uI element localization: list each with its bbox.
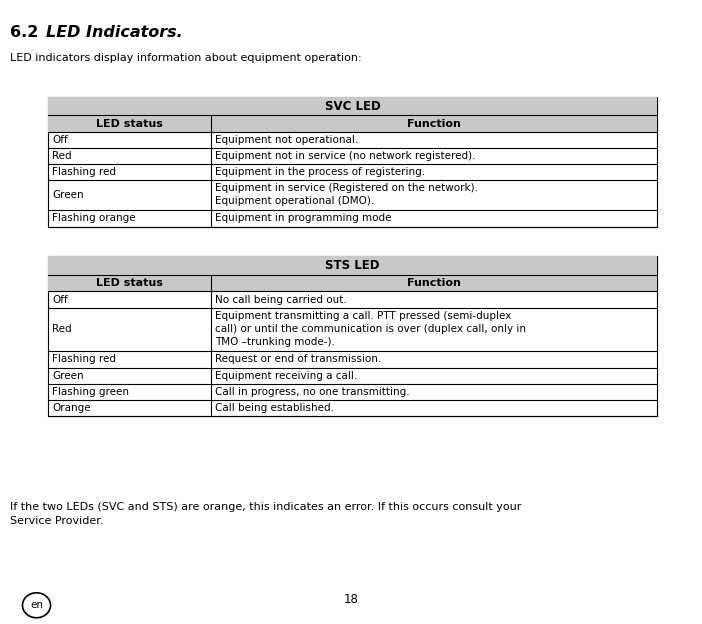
Text: Equipment transmitting a call. PTT pressed (semi-duplex
call) or until the commu: Equipment transmitting a call. PTT press… [216, 311, 526, 347]
Bar [48, 256, 657, 416]
Text: LED Indicators.: LED Indicators. [46, 25, 183, 40]
Text: Orange: Orange [52, 403, 91, 413]
Text: Equipment in the process of registering.: Equipment in the process of registering. [216, 167, 425, 177]
Text: Call in progress, no one transmitting.: Call in progress, no one transmitting. [216, 387, 410, 397]
Text: Red: Red [52, 151, 72, 161]
Bar [48, 97, 657, 227]
Text: Off: Off [52, 135, 67, 145]
Text: Equipment not operational.: Equipment not operational. [216, 135, 359, 145]
Text: en: en [30, 600, 43, 610]
Text: Green: Green [52, 371, 84, 381]
Text: Equipment receiving a call.: Equipment receiving a call. [216, 371, 357, 381]
Text: SVC LED: SVC LED [324, 100, 380, 112]
Text: Equipment not in service (no network registered).: Equipment not in service (no network reg… [216, 151, 476, 161]
Text: Call being established.: Call being established. [216, 403, 334, 413]
Text: LED status: LED status [96, 119, 163, 129]
Text: Flashing orange: Flashing orange [52, 213, 135, 223]
Bar [48, 97, 657, 115]
Circle shape [22, 593, 51, 618]
Text: Flashing red: Flashing red [52, 167, 116, 177]
Bar [48, 275, 211, 291]
Text: 18: 18 [343, 593, 359, 605]
Text: Equipment in service (Registered on the network).
Equipment operational (DMO).: Equipment in service (Registered on the … [216, 183, 478, 205]
Bar [211, 275, 657, 291]
Text: Function: Function [407, 119, 461, 129]
Text: 6.2: 6.2 [10, 25, 38, 40]
Text: No call being carried out.: No call being carried out. [216, 295, 347, 305]
Text: Red: Red [52, 324, 72, 334]
Text: Flashing green: Flashing green [52, 387, 129, 397]
Text: If the two LEDs (SVC and STS) are orange, this indicates an error. If this occur: If the two LEDs (SVC and STS) are orange… [10, 502, 521, 526]
Text: LED indicators display information about equipment operation:: LED indicators display information about… [10, 53, 362, 63]
Text: Off: Off [52, 295, 67, 305]
Bar [48, 115, 211, 132]
Text: LED status: LED status [96, 278, 163, 288]
Text: Request or end of transmission.: Request or end of transmission. [216, 354, 381, 364]
Text: STS LED: STS LED [325, 260, 380, 272]
Text: Green: Green [52, 190, 84, 200]
Text: Flashing red: Flashing red [52, 354, 116, 364]
Bar [211, 115, 657, 132]
Text: Function: Function [407, 278, 461, 288]
Text: Equipment in programming mode: Equipment in programming mode [216, 213, 392, 223]
Bar [48, 256, 657, 275]
